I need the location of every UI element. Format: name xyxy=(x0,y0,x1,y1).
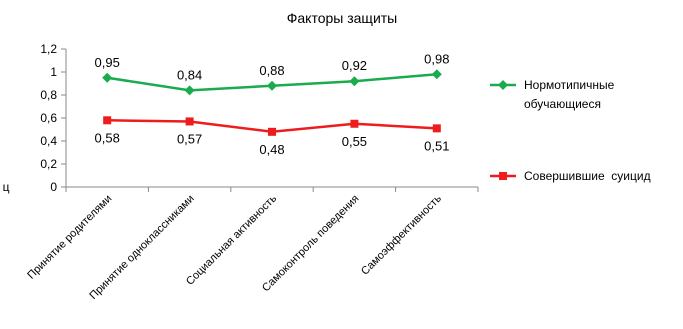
y-tick-label: 1,2 xyxy=(40,42,57,56)
data-label: 0,55 xyxy=(342,134,367,149)
data-point-marker xyxy=(103,116,112,125)
x-category-label: Самоэффективность xyxy=(359,192,444,277)
legend-marker xyxy=(499,172,507,180)
y-tick-label: 0,6 xyxy=(40,111,57,125)
data-label: 0,58 xyxy=(95,130,120,145)
legend-label: Совершившие суицид xyxy=(524,169,651,183)
data-point-marker xyxy=(184,85,195,96)
data-label: 0,48 xyxy=(259,142,284,157)
data-point-marker xyxy=(431,69,442,80)
data-label: 0,88 xyxy=(259,63,284,78)
y-tick-label: 0 xyxy=(50,180,57,194)
data-point-marker xyxy=(267,80,277,91)
data-label: 0,57 xyxy=(177,131,202,146)
legend-marker xyxy=(498,80,508,90)
legend-label: обучающиеся xyxy=(524,97,601,111)
x-category-label: Принятие родителями xyxy=(25,193,114,282)
y-tick-label: 0,4 xyxy=(40,134,57,148)
data-point-marker xyxy=(102,72,113,83)
y-axis-label: ц xyxy=(3,180,10,194)
data-point-marker xyxy=(349,76,360,87)
x-category-label: Самоконтроль поведения xyxy=(260,193,362,295)
series-markers xyxy=(102,69,442,136)
legend-entry: Нормотипичные обучающиеся xyxy=(490,78,615,111)
legend: Нормотипичные обучающиеся Совершившие суиц… xyxy=(490,78,651,183)
data-label: 0,84 xyxy=(177,67,202,82)
data-point-marker xyxy=(432,124,441,133)
y-tick-labels: 0 0,2 0,4 0,6 0,8 1 1,2 xyxy=(40,42,57,194)
chart-title: Факторы защиты xyxy=(287,10,398,26)
y-tick-label: 0,8 xyxy=(40,88,57,102)
legend-label: Нормотипичные xyxy=(524,78,615,92)
data-point-marker xyxy=(268,127,276,136)
data-label: 0,98 xyxy=(424,51,449,66)
data-label: 0,92 xyxy=(342,58,367,73)
data-label: 0,51 xyxy=(424,138,449,153)
legend-entry: Совершившие суицид xyxy=(490,169,651,183)
y-tick-label: 0,2 xyxy=(40,157,57,171)
data-point-marker xyxy=(185,117,194,126)
axes xyxy=(61,48,479,192)
x-category-label: Социальная активность xyxy=(184,192,279,287)
data-labels: 0,95 0,84 0,88 0,92 0,98 0,58 0,57 0,48 0,55 0,51 xyxy=(95,51,450,157)
y-tick-label: 1 xyxy=(50,65,57,79)
data-label: 0,95 xyxy=(95,55,120,70)
data-point-marker xyxy=(350,119,359,128)
